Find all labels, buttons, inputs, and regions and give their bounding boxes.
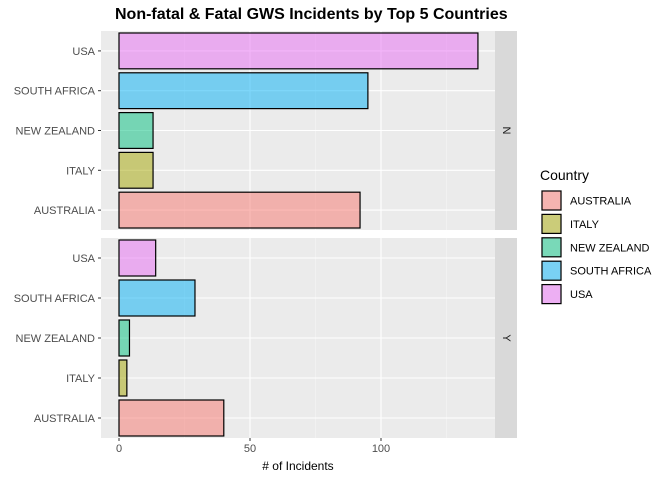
legend-label: ITALY bbox=[570, 219, 600, 231]
legend-entry-usa: USA bbox=[541, 283, 593, 305]
bar-y-australia bbox=[118, 399, 225, 437]
bar-n-south-africa bbox=[118, 72, 369, 110]
legend-entry-australia: AUSTRALIA bbox=[541, 190, 632, 211]
bars bbox=[118, 32, 479, 229]
bar-y-usa bbox=[118, 239, 157, 277]
y-tick-label: ITALY bbox=[66, 373, 96, 385]
x-tick-label: 0 bbox=[116, 443, 122, 455]
y-tick-label: AUSTRALIA bbox=[34, 205, 96, 217]
facet-panel-y: USA SOUTH AFRICA NEW ZEALAND ITALY AUSTRALIA… bbox=[14, 238, 517, 438]
legend-label: NEW ZEALAND bbox=[570, 242, 650, 254]
y-axis: USA SOUTH AFRICA NEW ZEALAND ITALY AUSTRALIA bbox=[14, 253, 101, 425]
legend-swatch bbox=[541, 237, 562, 258]
chart-title: Non-fatal & Fatal GWS Incidents by Top 5… bbox=[115, 6, 508, 23]
x-axis: 0 50 100 bbox=[116, 438, 390, 455]
bar-n-usa bbox=[118, 32, 479, 70]
y-tick-label: ITALY bbox=[66, 165, 96, 177]
y-tick-label: NEW ZEALAND bbox=[16, 126, 96, 138]
bar-y-new-zealand bbox=[118, 319, 131, 357]
legend-entry-new-zealand: NEW ZEALAND bbox=[541, 236, 650, 258]
legend-swatch bbox=[541, 284, 562, 305]
facet-panels: USA SOUTH AFRICA NEW ZEALAND ITALY AUSTRALIA… bbox=[14, 31, 517, 438]
bar-y-south-africa bbox=[118, 279, 196, 317]
legend-entry-south-africa: SOUTH AFRICA bbox=[541, 260, 652, 282]
y-tick-label: AUSTRALIA bbox=[34, 413, 96, 425]
legend-swatch bbox=[541, 213, 562, 234]
legend-label: AUSTRALIA bbox=[570, 196, 632, 208]
bar-y-italy bbox=[118, 359, 128, 397]
legend-label: SOUTH AFRICA bbox=[570, 266, 652, 278]
x-tick-label: 100 bbox=[372, 443, 390, 455]
legend-swatch bbox=[541, 260, 562, 281]
legend-label: USA bbox=[570, 289, 593, 301]
y-tick-label: SOUTH AFRICA bbox=[14, 293, 96, 305]
facet-strip-label: N bbox=[500, 127, 512, 135]
bar-n-new-zealand bbox=[118, 111, 154, 150]
facet-panel-n: USA SOUTH AFRICA NEW ZEALAND ITALY AUSTRALIA… bbox=[14, 31, 517, 230]
legend: Country AUSTRALIA ITALY NEW ZEALAND SOUTH AF… bbox=[540, 167, 652, 305]
facet-strip bbox=[495, 238, 517, 438]
y-tick-label: USA bbox=[72, 253, 95, 265]
facet-strip bbox=[495, 31, 517, 230]
bar-n-italy bbox=[118, 151, 154, 189]
x-axis-title: # of Incidents bbox=[262, 459, 333, 473]
bars bbox=[118, 239, 225, 437]
x-tick-label: 50 bbox=[244, 443, 256, 455]
legend-swatch bbox=[541, 190, 562, 211]
y-tick-label: NEW ZEALAND bbox=[16, 333, 96, 345]
y-tick-label: USA bbox=[72, 46, 95, 58]
bar-n-australia bbox=[118, 191, 361, 229]
legend-entry-italy: ITALY bbox=[541, 213, 600, 235]
facet-strip-label: Y bbox=[500, 334, 512, 342]
y-axis: USA SOUTH AFRICA NEW ZEALAND ITALY AUSTRALIA bbox=[14, 46, 101, 217]
legend-title: Country bbox=[540, 167, 589, 183]
y-tick-label: SOUTH AFRICA bbox=[14, 86, 96, 98]
